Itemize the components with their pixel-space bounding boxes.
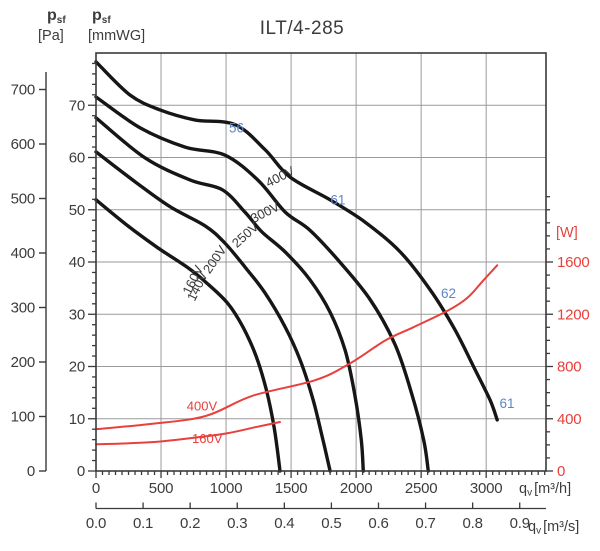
mmwg-tick-label: 70 [69,97,85,114]
watt-tick-label: 1200 [557,306,590,323]
pa-tick-label: 700 [11,82,35,99]
m3h-tick-label: 3000 [470,480,503,497]
pa-tick-label: 100 [11,409,35,426]
curve-200V [94,150,332,473]
m3s-axis [95,502,546,510]
m3s-tick-label: 0.6 [368,515,388,532]
m3h-tick-label: 0 [92,480,100,497]
watt-tick-label: 1600 [557,254,590,271]
mmwg-tick-label: 60 [69,150,85,167]
curve-160V [94,198,282,473]
m3h-tick-label: 2500 [405,480,438,497]
m3s-tick-label: 0.4 [274,515,294,532]
pa-tick-label: 200 [11,354,35,371]
curve-300V [94,95,430,473]
mmwg-tick-label: 50 [69,202,85,219]
m3s-tick-label: 0.2 [180,515,200,532]
x-axis-title-m3s: qv [m³/s] [528,519,579,537]
watt-axis [546,196,553,472]
m3s-tick-label: 0.8 [463,515,483,532]
m3s-tick-label: 0.0 [86,515,106,532]
m3h-tick-label: 1500 [275,480,308,497]
pa-tick-label: 300 [11,300,35,317]
watt-tick-label: 800 [557,359,581,376]
m3s-tick-label: 0.7 [415,515,435,532]
mmwg-tick-label: 10 [69,411,85,428]
mmwg-tick-label: 20 [69,359,85,376]
noise-level-label: 61 [330,193,345,208]
watt-tick-label: 0 [557,463,565,480]
power-curve-160V [95,421,281,446]
curve-400V [94,60,499,422]
m3h-axis [95,471,546,478]
power-curve-400V [95,264,499,431]
m3h-tick-label: 1000 [210,480,243,497]
noise-level-label: 56 [229,121,244,136]
power-label-400V: 400V [187,398,218,413]
gridlines [96,53,546,471]
watt-tick-label: 400 [557,411,581,428]
x-axis-title-m3h: qv [m³/h] [519,481,571,499]
pa-tick-label: 600 [11,136,35,153]
m3s-tick-label: 0.5 [321,515,341,532]
mmwg-axis-header: psf [92,7,111,26]
power-label-160V: 160V [192,431,223,446]
fan-curves [94,60,499,473]
m3s-tick-label: 0.9 [510,515,530,532]
mmwg-tick-label: 40 [69,254,85,271]
m3s-tick-label: 0.1 [133,515,153,532]
pa-tick-label: 500 [11,191,35,208]
noise-level-label: 61 [499,396,514,411]
watt-axis-unit: [W] [556,225,578,241]
noise-level-label: 62 [441,286,456,301]
mmwg-tick-label: 30 [69,306,85,323]
m3h-tick-label: 500 [149,480,173,497]
m3s-tick-label: 0.3 [227,515,247,532]
mmwg-axis [88,62,96,472]
m3h-tick-label: 2000 [340,480,373,497]
pa-tick-label: 400 [11,245,35,262]
pa-axis [39,72,47,472]
curve-250V [94,116,365,473]
pa-tick-label: 0 [27,463,35,480]
chart-title: ILT/4-285 [260,18,344,39]
mmwg-tick-label: 0 [77,463,85,480]
pa-axis-unit: [Pa] [38,28,64,44]
pa-axis-header: psf [47,7,66,26]
mmwg-axis-unit: [mmWG] [88,28,145,44]
